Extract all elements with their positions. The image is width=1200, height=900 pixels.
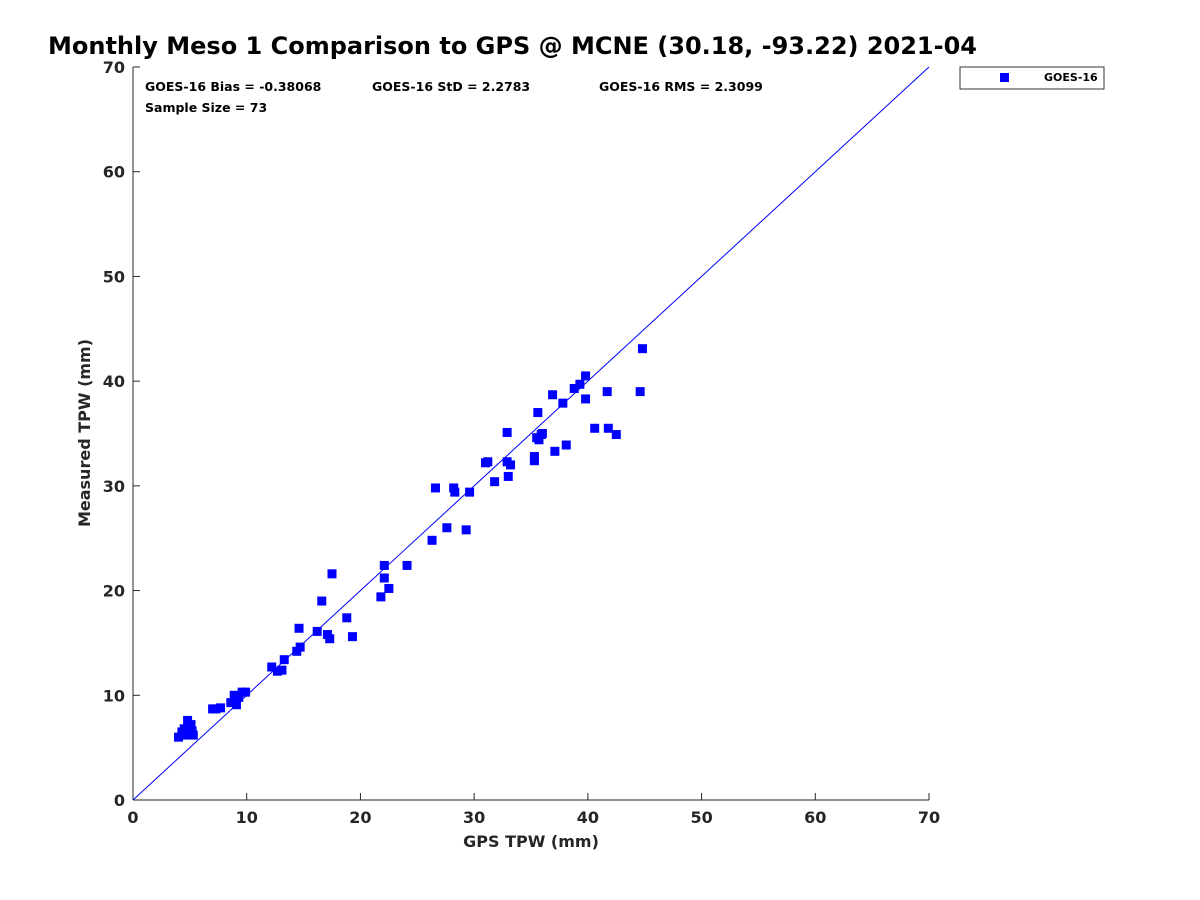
one-to-one-line <box>132 66 930 801</box>
data-point <box>602 387 612 397</box>
data-point <box>503 471 513 481</box>
data-point <box>180 730 190 740</box>
rms-stat: GOES-16 RMS = 2.3099 <box>599 79 763 94</box>
legend: GOES-16 <box>959 66 1105 90</box>
data-point <box>533 408 543 418</box>
data-point <box>534 435 544 445</box>
data-point <box>635 387 645 397</box>
data-point <box>325 634 335 644</box>
data-point <box>575 379 585 389</box>
data-point <box>569 383 579 393</box>
data-point <box>561 440 571 450</box>
data-point <box>581 371 591 381</box>
y-tick-label: 30 <box>103 477 125 496</box>
data-point <box>241 687 251 697</box>
y-tick-label: 20 <box>103 582 125 601</box>
data-point <box>327 569 337 579</box>
data-point <box>267 662 277 672</box>
data-point <box>272 666 282 676</box>
data-point <box>465 487 475 497</box>
legend-box <box>959 66 1105 90</box>
data-point <box>490 477 500 487</box>
data-point <box>230 697 240 707</box>
x-tick-label: 60 <box>804 808 826 827</box>
x-axis-label: GPS TPW (mm) <box>463 832 599 851</box>
y-tick-label: 10 <box>103 686 125 705</box>
data-point <box>211 704 221 714</box>
x-tick-label: 40 <box>577 808 599 827</box>
data-point <box>277 665 287 675</box>
sample-size-stat: Sample Size = 73 <box>145 100 267 115</box>
data-point <box>502 427 512 437</box>
data-point <box>295 642 305 652</box>
data-point <box>581 394 591 404</box>
data-point <box>590 423 600 433</box>
x-ticks: 0 10 20 30 40 50 60 70 <box>127 793 940 827</box>
data-point <box>342 613 352 623</box>
data-point <box>376 592 386 602</box>
y-tick-label: 0 <box>114 791 125 810</box>
data-point <box>548 390 558 400</box>
data-point <box>294 623 304 633</box>
data-point <box>461 525 471 535</box>
data-point <box>226 698 236 708</box>
data-point <box>483 457 493 467</box>
data-point <box>379 573 389 583</box>
data-point <box>347 632 357 642</box>
y-axis-label: Measured TPW (mm) <box>75 339 94 527</box>
y-tick-label: 60 <box>103 163 125 182</box>
data-point <box>379 560 389 570</box>
legend-marker <box>1000 73 1009 82</box>
data-point <box>637 344 647 354</box>
x-tick-label: 50 <box>690 808 712 827</box>
data-points <box>173 344 647 742</box>
data-point <box>550 446 560 456</box>
data-point <box>402 560 412 570</box>
data-point <box>229 690 239 700</box>
chart-title: Monthly Meso 1 Comparison to GPS @ MCNE … <box>48 32 977 60</box>
y-ticks: 0 10 20 30 40 50 60 70 <box>103 58 140 810</box>
data-point <box>603 423 613 433</box>
y-tick-label: 70 <box>103 58 125 77</box>
data-point <box>317 596 327 606</box>
data-point <box>188 730 198 740</box>
data-point <box>384 583 394 593</box>
legend-label: GOES-16 <box>1044 71 1098 84</box>
data-point <box>430 483 440 493</box>
data-point <box>427 535 437 545</box>
y-tick-label: 50 <box>103 267 125 286</box>
data-point <box>442 523 452 533</box>
data-point <box>173 732 183 742</box>
data-point <box>312 626 322 636</box>
data-point <box>537 429 547 438</box>
x-tick-label: 10 <box>236 808 258 827</box>
y-tick-label: 40 <box>103 372 125 391</box>
data-point <box>186 720 196 730</box>
data-point <box>529 452 539 462</box>
bias-stat: GOES-16 Bias = -0.38068 <box>145 79 321 94</box>
data-point <box>558 398 568 408</box>
x-tick-label: 20 <box>349 808 371 827</box>
x-tick-label: 70 <box>918 808 940 827</box>
data-point <box>179 724 189 734</box>
data-point <box>216 703 226 713</box>
data-point <box>279 655 289 665</box>
std-stat: GOES-16 StD = 2.2783 <box>372 79 530 94</box>
data-point <box>506 460 516 470</box>
plot-area: 0 10 20 30 40 50 60 70 0 10 20 30 40 50 60 70 <box>103 58 940 827</box>
data-point <box>611 430 621 440</box>
data-point <box>450 487 460 497</box>
x-tick-label: 0 <box>127 808 138 827</box>
x-tick-label: 30 <box>463 808 485 827</box>
